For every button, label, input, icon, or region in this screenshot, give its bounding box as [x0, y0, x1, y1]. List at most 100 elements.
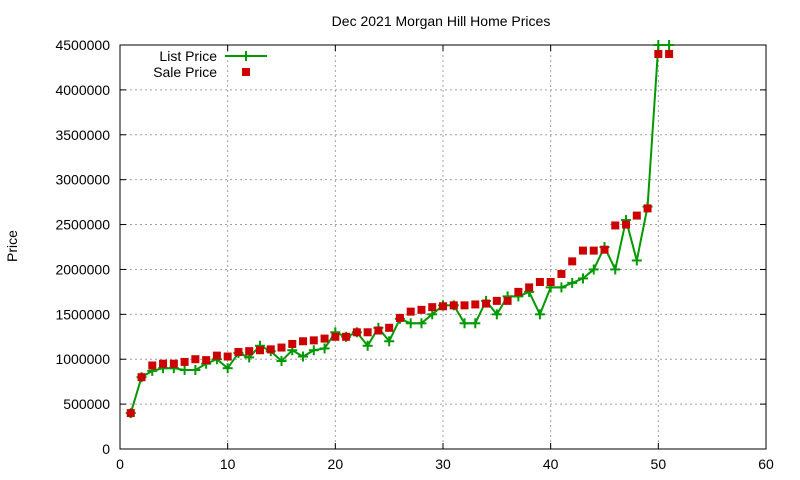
list-price-point — [308, 345, 319, 356]
sale-price-point — [600, 245, 609, 254]
sale-price-point — [299, 337, 308, 346]
sale-price-point — [503, 296, 512, 305]
sale-price-point — [492, 296, 501, 305]
list-price-point — [276, 356, 287, 367]
x-tick-label: 50 — [651, 456, 667, 472]
y-tick-label: 0 — [102, 441, 110, 457]
sale-price-point — [611, 221, 620, 230]
legend-swatch-plus — [241, 51, 251, 61]
sale-price-point — [395, 313, 404, 322]
x-tick-label: 0 — [116, 456, 124, 472]
sale-price-point — [589, 246, 598, 255]
sale-price-point — [535, 278, 544, 287]
sale-price-point — [482, 299, 491, 308]
sale-price-point — [331, 332, 340, 341]
list-price-point — [491, 309, 502, 320]
y-tick-label: 4000000 — [55, 82, 110, 98]
sale-price-point — [546, 278, 555, 287]
list-price-point — [556, 282, 567, 293]
sale-price-point — [643, 204, 652, 213]
sale-price-point — [180, 357, 189, 366]
sale-price-point — [309, 336, 318, 345]
sale-price-point — [126, 409, 135, 418]
y-tick-label: 1500000 — [55, 306, 110, 322]
sale-price-point — [374, 326, 383, 335]
y-axis-label: Price — [4, 230, 20, 262]
list-price-point — [222, 363, 233, 374]
x-tick-label: 30 — [435, 456, 451, 472]
sale-price-point — [654, 49, 663, 58]
x-tick-label: 20 — [328, 456, 344, 472]
sale-price-point — [460, 301, 469, 310]
list-price-point — [179, 364, 190, 375]
list-price-point — [577, 273, 588, 284]
sale-price-point — [342, 332, 351, 341]
y-tick-label: 4500000 — [55, 37, 110, 53]
sale-price-point — [320, 334, 329, 343]
list-price-point — [631, 255, 642, 266]
sale-price-point — [288, 339, 297, 348]
list-price-point — [470, 318, 481, 329]
sale-price-point — [622, 220, 631, 229]
sale-price-point — [191, 355, 200, 364]
y-tick-label: 2500000 — [55, 217, 110, 233]
sale-price-point — [277, 343, 286, 352]
sale-price-point — [212, 351, 221, 360]
legend-label-list-price: List Price — [159, 48, 217, 64]
y-tick-label: 3500000 — [55, 127, 110, 143]
y-tick-label: 500000 — [63, 396, 110, 412]
sale-price-point — [665, 49, 674, 58]
sale-price-point — [557, 269, 566, 278]
x-tick-label: 60 — [758, 456, 774, 472]
series-layer — [125, 40, 675, 419]
list-price-point — [534, 309, 545, 320]
sale-price-point — [439, 302, 447, 311]
list-price-point — [664, 40, 675, 50]
sale-price-point — [417, 305, 426, 314]
x-tick-label: 40 — [543, 456, 559, 472]
list-price-point — [588, 264, 599, 275]
list-price-point — [567, 277, 578, 288]
sale-price-point — [223, 352, 232, 361]
sale-price-point — [568, 257, 577, 266]
sale-price-point — [266, 345, 275, 354]
sale-price-point — [245, 347, 254, 356]
sale-price-point — [449, 301, 458, 310]
y-tick-label: 3000000 — [55, 172, 110, 188]
sale-price-point — [471, 300, 480, 309]
legend-swatch-square — [242, 68, 250, 76]
sale-price-point — [525, 283, 534, 292]
sale-price-point — [234, 348, 243, 357]
sale-price-point — [514, 287, 523, 296]
list-price-point — [416, 318, 427, 329]
sale-price-point — [352, 328, 361, 337]
legend-label-sale-price: Sale Price — [153, 64, 217, 80]
sale-price-point — [385, 323, 394, 332]
chart-title: Dec 2021 Morgan Hill Home Prices — [332, 13, 551, 29]
list-price-point — [319, 343, 330, 354]
list-price-point — [190, 364, 201, 375]
sale-price-point — [202, 356, 211, 365]
list-price-point — [405, 318, 416, 329]
list-price-point — [298, 351, 309, 362]
axes: 0 10 20 30 40 50 60 0 500000 1000000 1500000 200000… — [55, 37, 774, 472]
sale-price-point — [255, 346, 264, 355]
sale-price-point — [632, 211, 641, 220]
sale-price-point — [578, 246, 587, 255]
sale-price-point — [428, 303, 437, 312]
sale-price-point — [406, 307, 415, 316]
sale-price-point — [169, 359, 178, 368]
y-tick-label: 1000000 — [55, 351, 110, 367]
grid-lines — [120, 45, 766, 449]
sale-price-point — [363, 328, 372, 337]
list-price-point — [384, 336, 395, 347]
list-price-point — [362, 340, 373, 351]
sale-price-point — [137, 373, 146, 382]
list-price-point — [610, 264, 621, 275]
y-tick-label: 2000000 — [55, 261, 110, 277]
list-price-point — [459, 318, 470, 329]
list-price-point — [653, 40, 664, 50]
